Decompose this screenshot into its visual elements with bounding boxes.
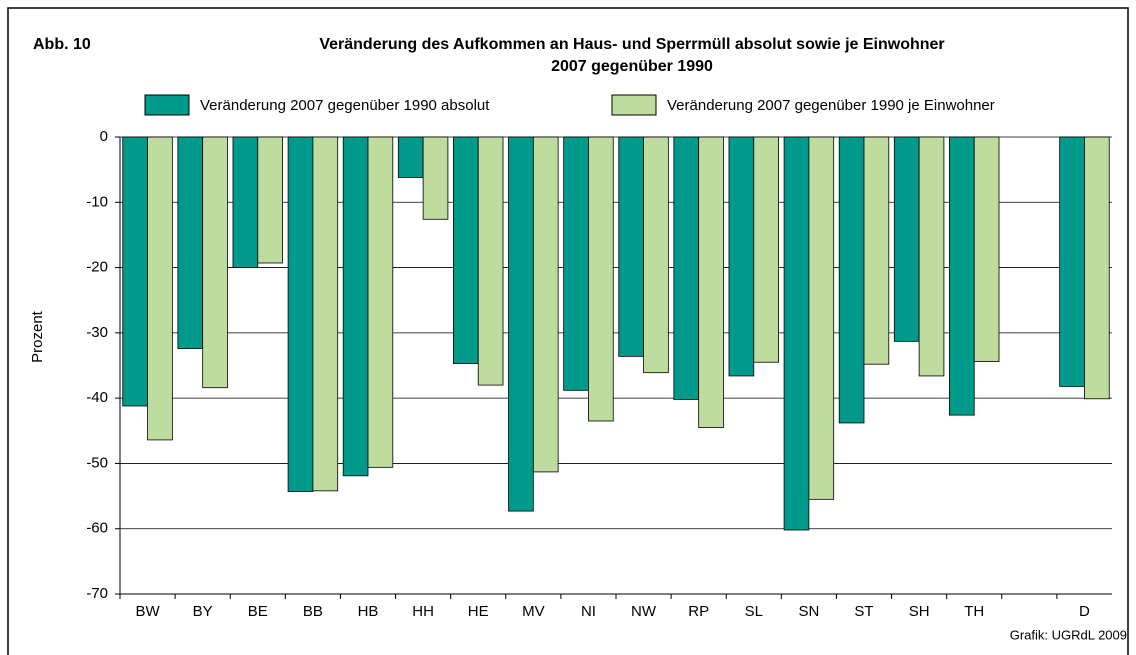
frame [7, 7, 1129, 655]
x-tick-label: BY [193, 603, 213, 620]
bar [783, 136, 810, 531]
bar [949, 136, 975, 416]
bar [643, 136, 669, 374]
bar [973, 136, 1000, 362]
bar [477, 136, 504, 386]
x-tick-label: D [1079, 603, 1090, 620]
x-tick-label: SH [909, 603, 930, 620]
chart-title: Veränderung des Aufkommen an Haus- und S… [319, 36, 944, 53]
legend-label: Veränderung 2007 gegenüber 1990 absolut [200, 97, 490, 114]
x-tick-label: BB [303, 603, 323, 620]
bar [1059, 136, 1085, 387]
x-tick-label: HE [468, 603, 489, 620]
x-tick-label: MV [522, 603, 545, 620]
bar [422, 136, 449, 220]
x-tick-label: BE [248, 603, 268, 620]
x-tick-label: SN [798, 603, 819, 620]
bar [287, 136, 314, 492]
y-tick-label: -40 [86, 389, 108, 406]
bar [753, 136, 779, 363]
bar [147, 136, 173, 441]
bar [1084, 136, 1110, 400]
bar [698, 136, 724, 428]
bar [367, 136, 394, 468]
x-tick-label: ST [854, 603, 873, 620]
x-tick-label: TH [964, 603, 984, 620]
x-tick-label: HH [412, 603, 434, 620]
chart-title: 2007 gegenüber 1990 [551, 58, 713, 75]
bar [508, 136, 534, 512]
legend-label: Veränderung 2007 gegenüber 1990 je Einwo… [667, 97, 995, 114]
figure-label: Abb. 10 [33, 36, 91, 53]
bar [342, 136, 369, 477]
bar [808, 136, 835, 500]
legend-swatch [144, 94, 190, 116]
bar [918, 136, 945, 377]
bar [532, 136, 559, 473]
bar [232, 136, 259, 268]
y-tick-label: -60 [86, 520, 108, 537]
y-axis-label: Prozent [29, 310, 46, 363]
bar [728, 136, 755, 377]
bar [863, 136, 890, 365]
y-tick-label: -20 [86, 259, 108, 276]
x-tick-label: NW [631, 603, 657, 620]
y-tick-label: -50 [86, 454, 108, 471]
x-tick-label: SL [745, 603, 763, 620]
x-tick-label: HB [358, 603, 379, 620]
y-tick-label: -70 [86, 585, 108, 602]
bar [673, 136, 700, 400]
bar [257, 136, 283, 264]
bar [588, 136, 614, 422]
bar [122, 136, 148, 407]
bar [312, 136, 339, 492]
bar [177, 136, 204, 349]
x-tick-label: NI [581, 603, 596, 620]
bar [893, 136, 920, 342]
x-tick-label: RP [688, 603, 709, 620]
x-tick-label: BW [135, 603, 160, 620]
bar [397, 136, 424, 178]
y-tick-label: 0 [100, 128, 108, 145]
y-tick-label: -30 [86, 324, 108, 341]
bar [618, 136, 644, 357]
bar [453, 136, 479, 364]
bar [563, 136, 589, 391]
bar [838, 136, 865, 424]
bar [202, 136, 228, 389]
source: Grafik: UGRdL 2009 [1010, 627, 1127, 642]
y-tick-label: -10 [86, 193, 108, 210]
legend-swatch [611, 94, 657, 116]
